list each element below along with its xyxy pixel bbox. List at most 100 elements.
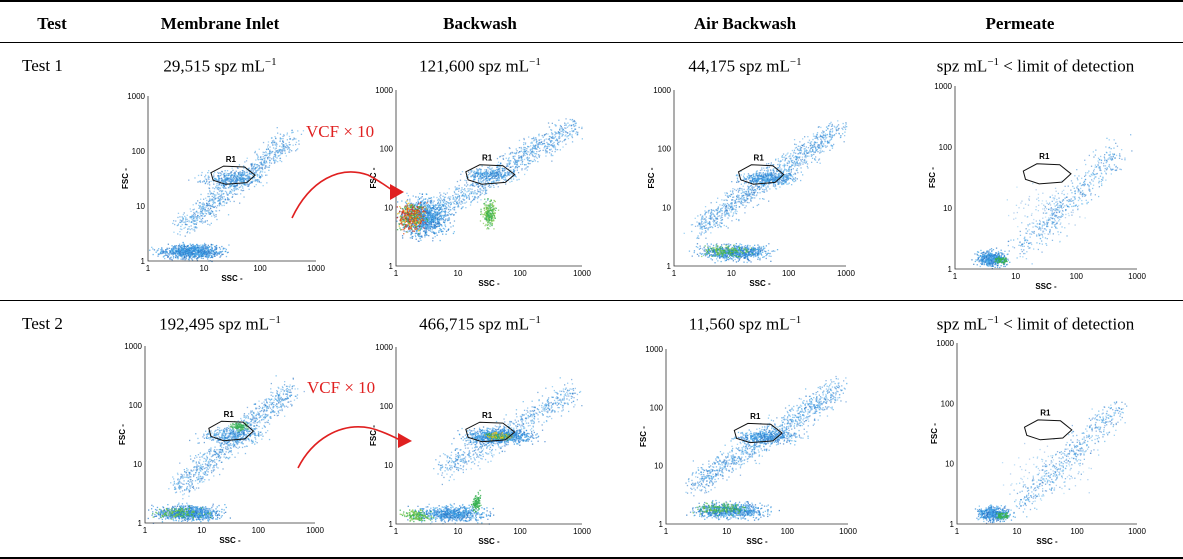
- count-test2-air-backwash: 11,560 spz mL−1: [688, 314, 802, 334]
- r1-gate: [208, 420, 255, 442]
- x-tick-label: 1: [143, 526, 148, 535]
- y-tick-label: 1000: [375, 86, 393, 95]
- y-axis-label: FSC -: [647, 167, 656, 188]
- x-tick-label: 100: [1070, 272, 1084, 281]
- x-tick-label: 10: [722, 527, 731, 536]
- x-tick-label: 100: [253, 264, 267, 273]
- x-tick-label: 1000: [839, 527, 857, 536]
- header-rule: [0, 42, 1183, 43]
- x-tick-label: 1000: [837, 269, 855, 278]
- y-tick-label: 1000: [653, 86, 671, 95]
- x-tick-label: 1000: [306, 526, 324, 535]
- y-tick-label: 100: [941, 399, 955, 408]
- x-tick-label: 10: [197, 526, 206, 535]
- y-tick-label: 1: [138, 519, 143, 528]
- x-tick-label: 1: [672, 269, 677, 278]
- x-tick-label: 10: [1013, 527, 1022, 536]
- row-divider-rule: [0, 300, 1183, 301]
- x-axis-label: SSC -: [478, 279, 500, 288]
- x-tick-label: 10: [1011, 272, 1020, 281]
- y-tick-label: 1000: [124, 342, 142, 351]
- x-tick-label: 1: [394, 269, 399, 278]
- header-membrane-inlet: Membrane Inlet: [160, 14, 280, 33]
- y-tick-label: 100: [380, 402, 394, 411]
- y-tick-label: 1000: [645, 345, 663, 354]
- x-tick-label: 100: [252, 526, 266, 535]
- row-label-test-1: Test 1: [22, 56, 63, 75]
- row-label-test-2: Test 2: [22, 314, 63, 333]
- y-tick-label: 1: [950, 520, 955, 529]
- r1-gate: [733, 422, 783, 444]
- r1-gate-label: R1: [482, 411, 493, 420]
- y-tick-label: 10: [384, 203, 393, 212]
- y-axis-label: FSC -: [121, 168, 130, 189]
- vcf-annotation-test2: VCF × 10: [307, 378, 376, 397]
- count-test1-permeate: spz mL−1 < limit of detection: [936, 56, 1135, 76]
- r1-gate-label: R1: [226, 155, 237, 164]
- r1-gate: [465, 164, 516, 185]
- r1-gate: [1023, 419, 1073, 441]
- count-test1-air-backwash: 44,175 spz mL−1: [688, 56, 802, 76]
- x-tick-label: 1000: [573, 269, 591, 278]
- x-tick-label: 1: [664, 527, 669, 536]
- y-tick-label: 100: [380, 145, 394, 154]
- x-tick-label: 100: [1070, 527, 1084, 536]
- y-tick-label: 10: [654, 462, 663, 471]
- count-test2-backwash: 466,715 spz mL−1: [419, 314, 541, 334]
- x-tick-label: 100: [513, 269, 527, 278]
- header-test: Test: [37, 14, 67, 33]
- y-tick-label: 100: [939, 143, 953, 152]
- r1-gate: [737, 164, 785, 185]
- header-backwash: Backwash: [443, 14, 517, 33]
- y-tick-label: 100: [658, 145, 672, 154]
- count-test1-backwash: 121,600 spz mL−1: [419, 56, 541, 76]
- x-tick-label: 10: [454, 527, 463, 536]
- x-tick-label: 1: [146, 264, 151, 273]
- x-tick-label: 1000: [307, 264, 325, 273]
- vcf-annotation-test1: VCF × 10: [306, 122, 375, 141]
- r1-gate: [465, 421, 516, 443]
- x-tick-label: 10: [727, 269, 736, 278]
- y-axis-label: FSC -: [928, 167, 937, 188]
- y-tick-label: 1: [389, 262, 394, 271]
- y-tick-label: 10: [384, 461, 393, 470]
- y-tick-label: 10: [136, 202, 145, 211]
- x-axis-label: SSC -: [478, 537, 500, 546]
- y-tick-label: 1000: [375, 343, 393, 352]
- plot-test1-air-backwash: 11 10 10 100 100 1000 1000 SSC - FSC - R1: [647, 86, 855, 288]
- x-axis-label: SSC -: [1035, 282, 1057, 291]
- y-tick-label: 1: [667, 262, 672, 271]
- y-tick-label: 1000: [936, 339, 954, 348]
- y-tick-label: 10: [943, 204, 952, 213]
- r1-gate-label: R1: [224, 410, 235, 419]
- x-tick-label: 100: [781, 527, 795, 536]
- y-tick-label: 1: [659, 520, 664, 529]
- header-air-backwash: Air Backwash: [693, 14, 797, 33]
- count-test2-permeate: spz mL−1 < limit of detection: [936, 314, 1135, 334]
- count-test1-membrane-inlet: 29,515 spz mL−1: [163, 56, 277, 76]
- count-test2-membrane-inlet: 192,495 spz mL−1: [159, 314, 281, 334]
- x-tick-label: 1000: [1128, 272, 1146, 281]
- r1-gate: [1022, 163, 1072, 185]
- y-tick-label: 1: [389, 520, 394, 529]
- plot-test2-air-backwash: 11 10 10 100 100 1000 1000 SSC - FSC - R1: [639, 345, 857, 546]
- plot-test2-backwash: 11 10 10 100 100 1000 1000 SSC - FSC - R1: [369, 343, 591, 546]
- x-axis-label: SSC -: [1036, 537, 1058, 546]
- y-axis-label: FSC -: [369, 425, 378, 446]
- plot-test1-membrane-inlet: 11 10 10 100 100 1000 1000 SSC - FSC - R1: [121, 92, 325, 283]
- x-tick-label: 1: [953, 272, 958, 281]
- table-top-rule: [0, 0, 1183, 2]
- y-tick-label: 100: [129, 401, 143, 410]
- r1-gate-label: R1: [1039, 152, 1050, 161]
- x-tick-label: 1: [394, 527, 399, 536]
- x-axis-label: SSC -: [746, 537, 768, 546]
- x-tick-label: 10: [200, 264, 209, 273]
- y-tick-label: 10: [945, 460, 954, 469]
- y-axis-label: FSC -: [930, 423, 939, 444]
- x-tick-label: 100: [782, 269, 796, 278]
- r1-gate-label: R1: [750, 412, 761, 421]
- y-tick-label: 100: [650, 403, 664, 412]
- y-axis-label: FSC -: [118, 424, 127, 445]
- r1-gate-label: R1: [754, 153, 765, 162]
